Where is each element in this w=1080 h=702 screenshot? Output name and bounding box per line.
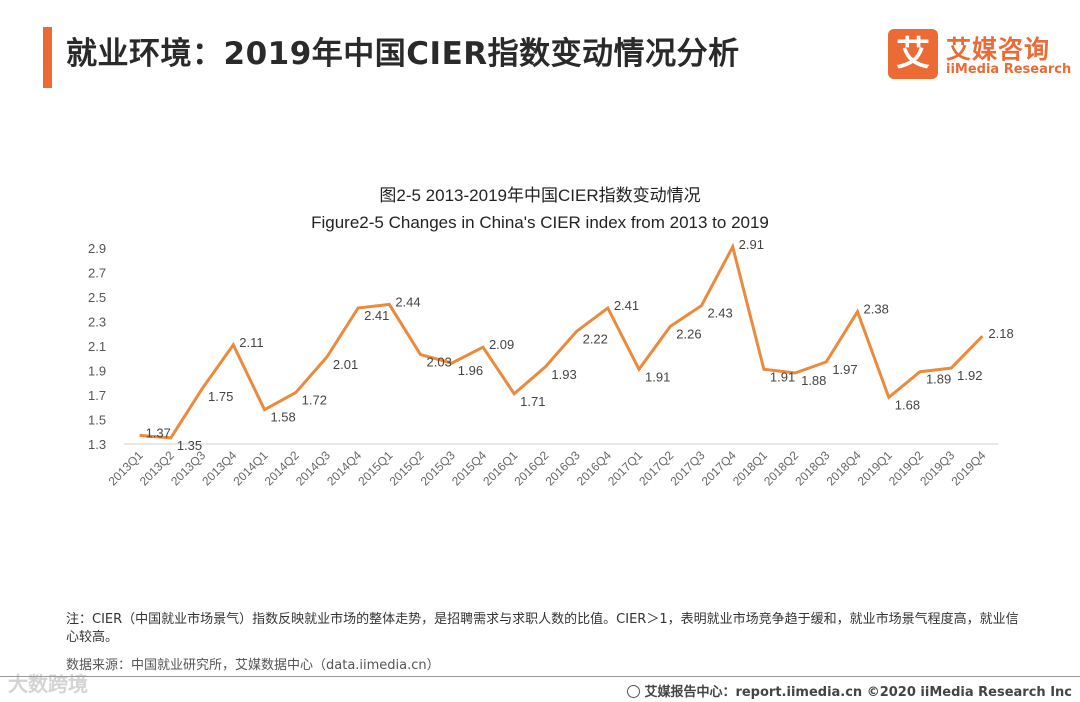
y-tick-label: 2.5 [88,290,106,305]
data-label: 1.97 [832,362,857,377]
data-label: 1.96 [458,363,483,378]
footer-divider [0,676,1080,677]
data-label: 1.88 [801,373,826,388]
logo-en-text: iiMedia Research [946,62,1072,77]
data-label: 1.89 [926,372,951,387]
data-label: 2.41 [614,298,639,313]
cier-line-chart: 1.31.51.71.92.12.32.52.72.92013Q12013Q22… [88,237,1014,489]
data-label: 1.91 [645,369,670,384]
data-label: 2.38 [864,302,889,317]
data-label: 1.68 [895,397,920,412]
data-label: 1.75 [208,389,233,404]
data-label: 2.91 [739,237,764,252]
watermark: 大数跨境 [8,672,88,696]
data-label: 2.44 [395,294,420,309]
data-label: 1.93 [551,367,576,382]
data-label: 2.26 [676,326,701,341]
chart-title: 图2-5 2013-2019年中国CIER指数变动情况 [379,186,701,205]
iimedia-logo: 艾 艾媒咨询 iiMedia Research [888,29,1072,81]
data-label: 2.18 [988,326,1013,341]
logo-mark-icon: 艾 [888,29,938,79]
data-label: 1.35 [177,438,202,453]
y-tick-label: 2.3 [88,315,106,330]
data-label: 1.92 [957,368,982,383]
data-label: 1.71 [520,394,545,409]
data-label: 2.01 [333,357,358,372]
y-tick-label: 1.9 [88,364,106,379]
data-label: 2.09 [489,337,514,352]
y-tick-label: 1.7 [88,388,106,403]
globe-icon [627,685,641,698]
data-label: 1.91 [770,369,795,384]
data-label: 2.41 [364,308,389,323]
x-tick-label: 2019Q4 [948,448,988,488]
chart-subtitle: Figure2-5 Changes in China's CIER index … [311,213,769,232]
data-label: 2.03 [427,355,452,370]
data-label: 1.72 [302,393,327,408]
data-label: 2.22 [583,331,608,346]
page-title: 就业环境：2019年中国CIER指数变动情况分析 [66,36,740,72]
y-tick-label: 2.1 [88,339,106,354]
cier-series-line [139,242,984,440]
data-label: 2.11 [239,335,263,350]
data-label: 2.43 [707,306,732,321]
footer-text: 艾媒报告中心：report.iimedia.cn ©2020 iiMedia R… [644,685,1072,700]
logo-cn-text: 艾媒咨询 [946,35,1051,64]
y-tick-label: 1.5 [88,413,106,428]
footer: 艾媒报告中心：report.iimedia.cn ©2020 iiMedia R… [627,681,1072,700]
title-accent-bar [43,27,52,88]
y-tick-label: 2.7 [88,266,106,281]
data-label: 1.58 [270,410,295,425]
chart-note: 注：CIER（中国就业市场景气）指数反映就业市场的整体走势，是招聘需求与求职人数… [66,612,1019,645]
y-tick-label: 2.9 [88,241,106,256]
y-tick-label: 1.3 [88,437,106,452]
data-source: 数据来源：中国就业研究所，艾媒数据中心（data.iimedia.cn） [66,658,440,673]
data-label: 1.37 [146,425,171,440]
